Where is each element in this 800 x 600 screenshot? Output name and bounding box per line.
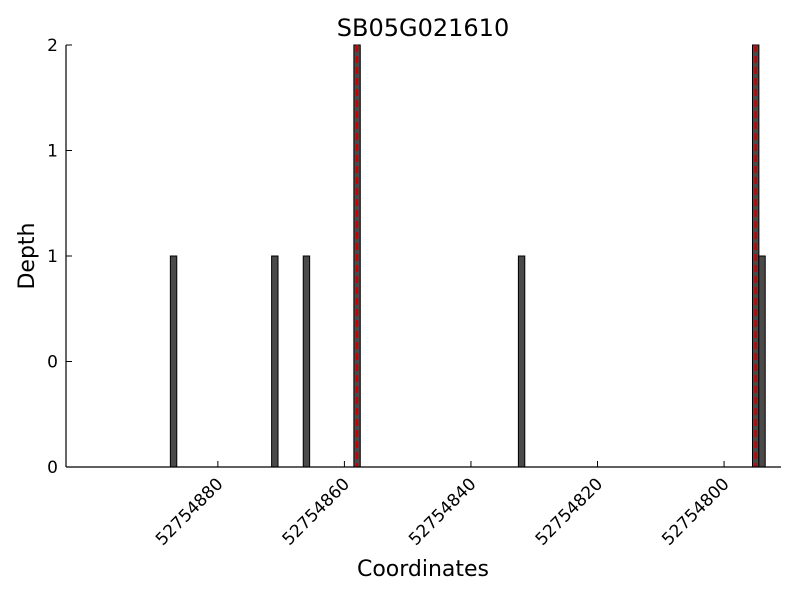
y-tick-label-3: 1 [47,142,58,162]
x-tick-label-2: 52754840 [405,474,480,549]
bar-0-0 [169,255,178,468]
y-tick-label-1: 0 [47,353,58,373]
y-axis-label: Depth [15,222,40,289]
bar-layer [169,44,766,468]
y-tick-label-2: 1 [47,247,58,267]
x-tick-label-4: 52754800 [658,474,733,549]
marker-layer [355,45,757,467]
bar-0-4 [517,255,526,468]
chart-title: SB05G021610 [337,14,509,42]
x-tick-label-1: 52754860 [279,474,354,549]
y-tick-label-0: 0 [47,458,58,478]
y-tick-label-4: 2 [47,36,58,56]
axes: 0 0 1 1 2 52754880 52754860 52754840 52754820 527… [47,36,781,550]
x-axis-label: Coordinates [357,557,489,582]
bar-0-6 [758,255,766,468]
bar-0-1 [271,255,279,468]
x-tick-label-3: 52754820 [532,474,607,549]
bar-0-2 [302,255,311,468]
x-tick-label-0: 52754880 [152,474,227,549]
